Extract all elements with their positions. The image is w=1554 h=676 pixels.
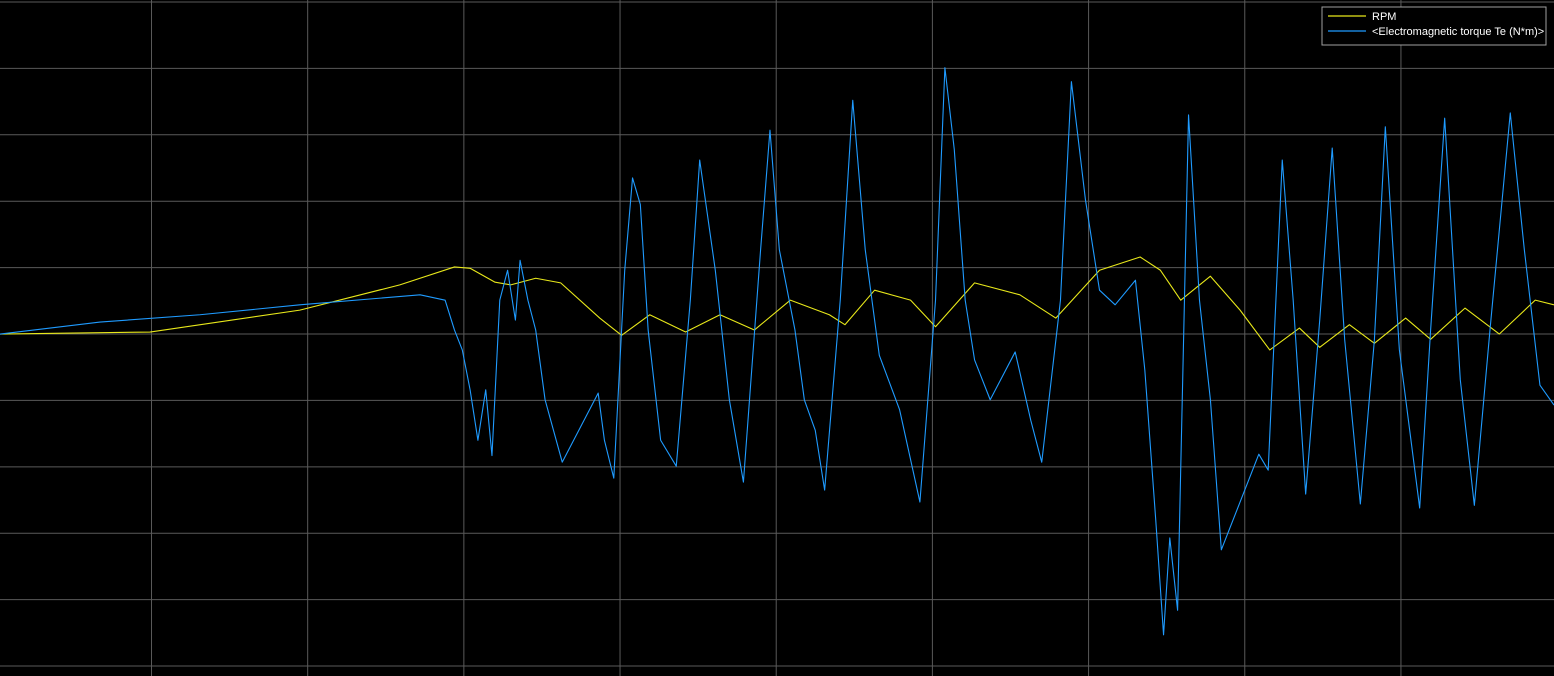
- series-line: [0, 67, 1554, 636]
- legend: RPM <Electromagnetic torque Te (N*m)>: [1321, 6, 1547, 46]
- series-line: [0, 256, 1554, 351]
- legend-label: RPM: [1372, 11, 1396, 23]
- legend-box: [1321, 6, 1547, 46]
- legend-label: <Electromagnetic torque Te (N*m)>: [1372, 26, 1544, 38]
